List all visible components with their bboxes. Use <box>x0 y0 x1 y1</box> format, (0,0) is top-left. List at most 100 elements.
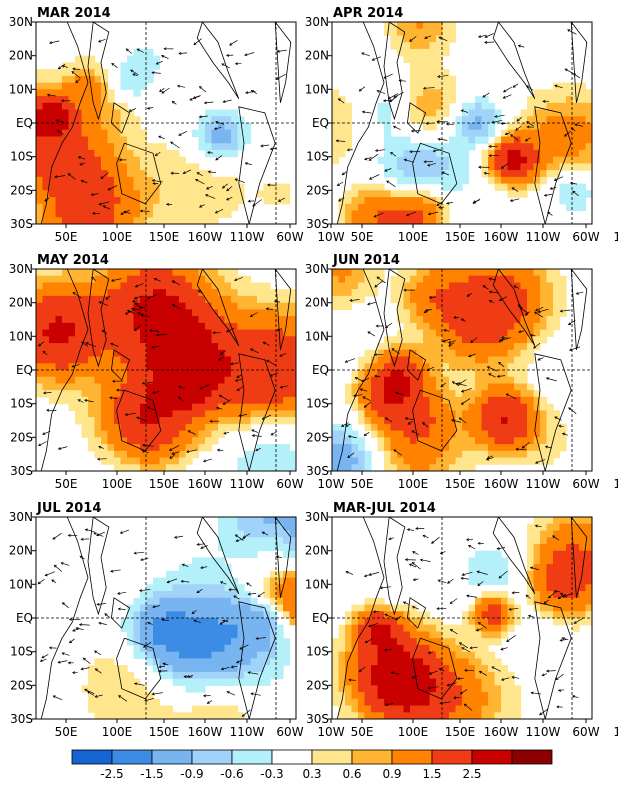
y-tick-label: 10S <box>306 150 329 164</box>
panel-2: APR 2014 30N 20N 10N EQ 10S 20S 30S 50E 100E 150E 1… <box>305 6 618 244</box>
x-tick-label: 60W <box>276 725 303 739</box>
x-tick-label: 10W <box>613 725 618 739</box>
y-tick-label: EQ <box>16 363 33 377</box>
coastline <box>570 269 588 350</box>
x-tick-label: 150E <box>149 230 180 244</box>
coastline <box>238 601 276 719</box>
x-tick-label: 150E <box>149 477 180 491</box>
coastline <box>570 517 588 598</box>
x-tick-label: 50E <box>351 230 374 244</box>
x-tick-label: 10W <box>317 725 344 739</box>
coastline <box>412 389 458 452</box>
coastline <box>116 389 162 452</box>
x-tick-label: 60W <box>572 477 599 491</box>
coastline <box>116 637 162 700</box>
coastline <box>492 22 536 100</box>
coastline <box>406 349 427 381</box>
x-tick-label: 110W <box>526 725 561 739</box>
y-tick-label: EQ <box>312 363 329 377</box>
x-tick-label: 100E <box>102 725 133 739</box>
coastline <box>40 269 89 471</box>
panel-title: JUL 2014 <box>36 501 101 516</box>
x-tick-label: 160W <box>188 477 223 491</box>
y-tick-label: 30N <box>9 262 33 276</box>
colorbar-label: 0.6 <box>342 767 361 781</box>
coastline <box>412 142 458 205</box>
x-tick-label: 50E <box>55 477 78 491</box>
colorbar-swatch <box>431 749 473 765</box>
x-tick-label: 100E <box>398 477 429 491</box>
y-tick-label: 20S <box>10 430 33 444</box>
y-tick-label: 30N <box>305 15 329 29</box>
y-tick-label: 30N <box>305 510 329 524</box>
y-tick-label: 10N <box>9 329 33 343</box>
x-tick-label: 160W <box>188 230 223 244</box>
x-tick-label: 110W <box>230 477 265 491</box>
x-tick-label: 160W <box>484 725 519 739</box>
y-tick-label: 10N <box>305 577 329 591</box>
coastline <box>274 517 292 598</box>
x-tick-label: 150E <box>149 725 180 739</box>
coastline <box>110 349 131 381</box>
x-tick-label: 10W <box>317 230 344 244</box>
coastline <box>492 517 536 595</box>
colorbar-swatch <box>511 749 553 765</box>
coastline <box>110 597 131 629</box>
y-tick-label: 30N <box>9 15 33 29</box>
wind-vectors <box>37 528 282 717</box>
panel-title: MAR-JUL 2014 <box>333 501 436 516</box>
y-tick-label: 10N <box>305 82 329 96</box>
coastline <box>274 269 292 350</box>
y-tick-label: 30S <box>10 712 33 726</box>
x-tick-label: 150E <box>445 230 476 244</box>
x-tick-label: 60W <box>572 230 599 244</box>
coastline <box>238 106 276 224</box>
y-tick-label: EQ <box>16 611 33 625</box>
colorbar-swatch <box>391 749 433 765</box>
coastline <box>238 353 276 471</box>
x-tick-label: 10W <box>613 230 618 244</box>
colorbar-label: -0.6 <box>220 767 243 781</box>
colorbar-label: -0.9 <box>180 767 203 781</box>
coastline <box>534 106 572 224</box>
wind-vectors <box>340 276 584 464</box>
coastline <box>406 597 427 629</box>
coastline <box>110 102 131 134</box>
y-tick-label: EQ <box>16 116 33 130</box>
y-tick-label: 10S <box>10 397 33 411</box>
wind-vectors <box>345 524 584 716</box>
y-tick-label: EQ <box>312 611 329 625</box>
y-tick-label: 20N <box>9 296 33 310</box>
x-tick-label: 150E <box>445 477 476 491</box>
y-tick-label: 30S <box>306 217 329 231</box>
y-tick-label: 30S <box>10 464 33 478</box>
colorbar-swatch <box>471 749 513 765</box>
x-tick-label: 110W <box>526 230 561 244</box>
colorbar-label: 0.3 <box>302 767 321 781</box>
x-tick-label: 10W <box>613 477 618 491</box>
coastline <box>336 269 385 471</box>
x-tick-label: 160W <box>484 477 519 491</box>
colorbar-swatch <box>71 749 113 765</box>
panel-6: MAR-JUL 2014 30N 20N 10N EQ 10S 20S 30S 50E 100E 1… <box>305 501 618 739</box>
colorbar-label: 2.5 <box>462 767 481 781</box>
coastline <box>87 269 110 368</box>
coastline <box>196 269 240 347</box>
y-tick-label: 30S <box>306 712 329 726</box>
coastline <box>383 517 406 616</box>
x-tick-label: 110W <box>526 477 561 491</box>
y-tick-label: 10N <box>9 82 33 96</box>
coastline <box>406 102 427 134</box>
y-tick-label: 10S <box>306 645 329 659</box>
y-tick-label: 20N <box>9 49 33 63</box>
coastline <box>412 637 458 700</box>
x-tick-label: 10W <box>317 477 344 491</box>
y-tick-label: 20S <box>10 183 33 197</box>
colorbar-swatch <box>111 749 153 765</box>
y-tick-label: 10S <box>10 150 33 164</box>
coastline <box>196 22 240 100</box>
x-tick-label: 50E <box>351 477 374 491</box>
